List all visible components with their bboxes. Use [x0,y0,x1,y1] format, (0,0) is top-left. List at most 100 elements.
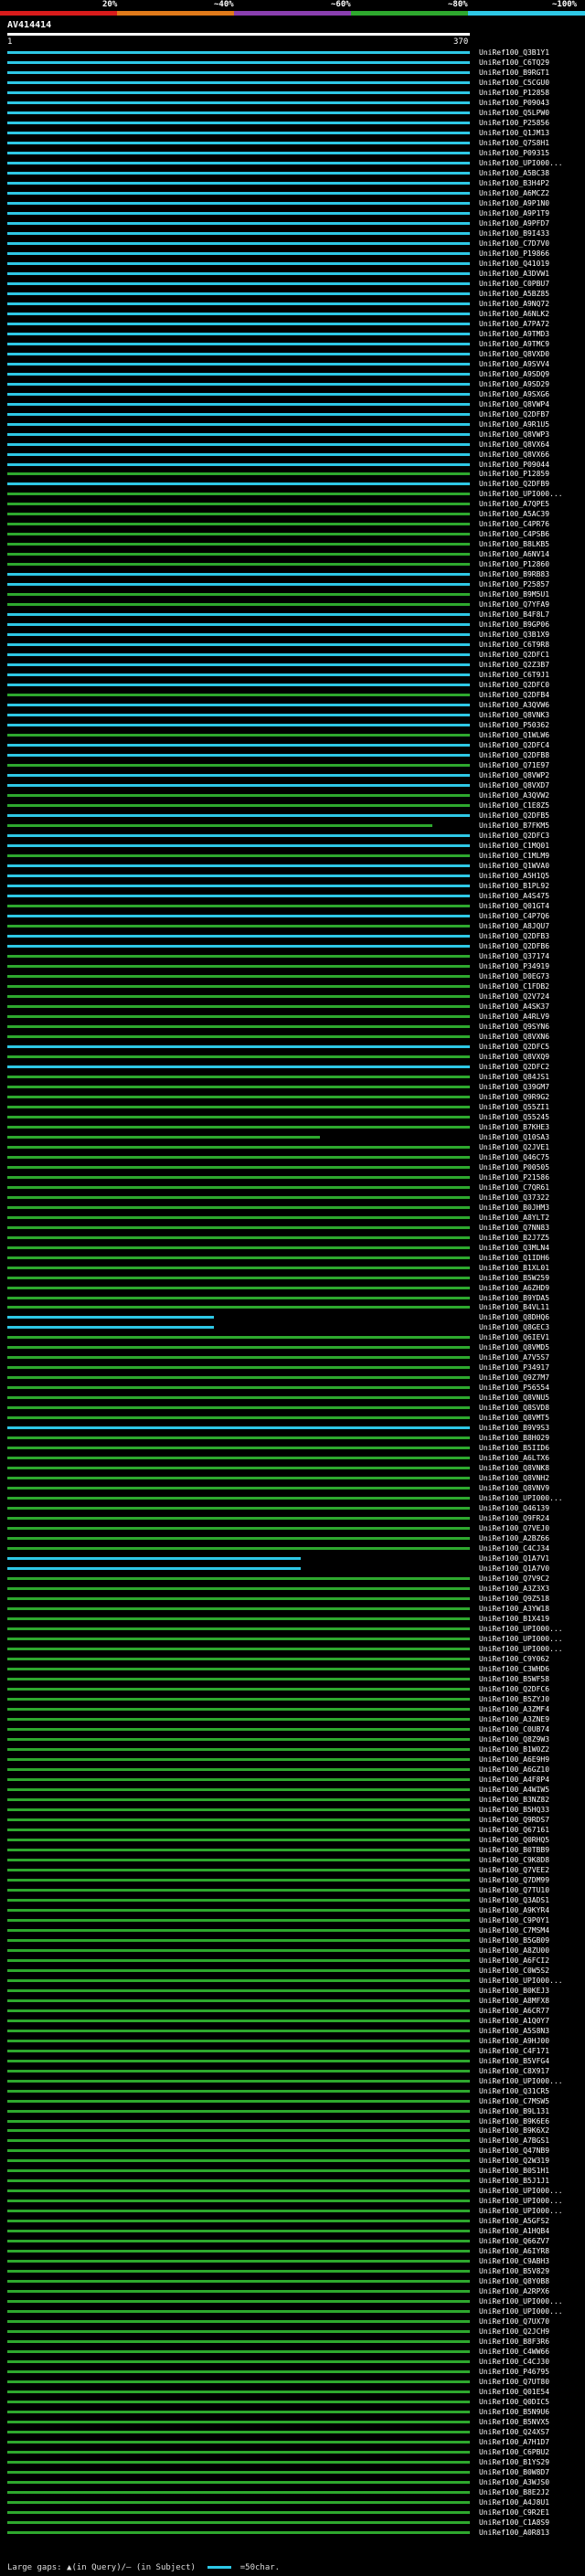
hit-label[interactable]: UniRef100_P25857 [479,580,550,589]
hit-bar[interactable] [7,2059,470,2062]
hit-row[interactable]: UniRef100_A3DVW1 [0,270,585,279]
hit-row[interactable]: UniRef100_Q8VMT5 [0,1414,585,1423]
hit-bar[interactable] [7,784,470,788]
hit-label[interactable]: UniRef100_Q0DIC5 [479,2398,550,2407]
hit-label[interactable]: UniRef100_C4CJ34 [479,1544,550,1553]
hit-row[interactable]: UniRef100_A3WJS0 [0,2478,585,2487]
hit-label[interactable]: UniRef100_Q2DFC2 [479,1062,550,1071]
hit-label[interactable]: UniRef100_Q1JM13 [479,128,550,137]
hit-bar[interactable] [7,2501,470,2505]
hit-row[interactable]: UniRef100_B9K6E6 [0,2117,585,2126]
hit-row[interactable]: UniRef100_A2BZ66 [0,1534,585,1543]
hit-label[interactable]: UniRef100_Q2DFC5 [479,1042,550,1051]
hit-row[interactable]: UniRef100_Q8GEC3 [0,1323,585,1332]
hit-bar[interactable] [7,171,470,175]
hit-bar[interactable] [7,1627,470,1631]
hit-bar[interactable] [7,2099,470,2103]
hit-row[interactable]: UniRef100_Q7VEE2 [0,1866,585,1875]
hit-label[interactable]: UniRef100_C7QR61 [479,1182,550,1192]
hit-bar[interactable] [7,1617,470,1621]
hit-bar[interactable] [7,2179,470,2183]
hit-row[interactable]: UniRef100_A3ZMF4 [0,1705,585,1714]
hit-label[interactable]: UniRef100_Q3B1X9 [479,631,550,640]
hit-bar[interactable] [7,754,470,758]
hit-bar[interactable] [7,694,470,697]
hit-label[interactable]: UniRef100_B4F8L7 [479,610,550,620]
hit-bar[interactable] [7,1306,470,1309]
hit-bar[interactable] [7,1828,470,1831]
hit-label[interactable]: UniRef100_A6CR77 [479,2006,550,2015]
hit-bar[interactable] [7,1065,470,1068]
hit-row[interactable]: UniRef100_A4S475 [0,892,585,901]
hit-bar[interactable] [7,312,470,315]
hit-row[interactable]: UniRef100_B8H029 [0,1434,585,1443]
hit-row[interactable]: UniRef100_UPI000... [0,1977,585,1986]
hit-row[interactable]: UniRef100_Q3MLN4 [0,1244,585,1253]
hit-bar[interactable] [7,2250,470,2253]
hit-row[interactable]: UniRef100_B2J7Z5 [0,1234,585,1243]
hit-row[interactable]: UniRef100_A7QPE5 [0,500,585,509]
hit-bar[interactable] [7,543,470,546]
hit-row[interactable]: UniRef100_Q39GM7 [0,1083,585,1092]
hit-label[interactable]: UniRef100_Q2DFB4 [479,691,550,700]
hit-row[interactable]: UniRef100_C4P7Q6 [0,912,585,921]
hit-row[interactable]: UniRef100_UPI000... [0,2197,585,2206]
hit-bar[interactable] [7,974,470,978]
hit-bar[interactable] [7,1055,470,1058]
hit-label[interactable]: UniRef100_Q2DFC4 [479,741,550,750]
hit-row[interactable]: UniRef100_UPI000... [0,159,585,168]
hit-row[interactable]: UniRef100_Q2DFC1 [0,651,585,660]
hit-bar[interactable] [7,1868,470,1871]
hit-row[interactable]: UniRef100_B1PL92 [0,882,585,891]
hit-row[interactable]: UniRef100_A8MFX8 [0,1997,585,2006]
hit-row[interactable]: UniRef100_Q7V9C2 [0,1574,585,1584]
hit-row[interactable]: UniRef100_B9K6X2 [0,2126,585,2136]
hit-label[interactable]: UniRef100_Q0RHQ5 [479,1835,550,1844]
hit-bar[interactable] [7,2531,470,2534]
hit-bar[interactable] [7,623,470,627]
hit-bar[interactable] [7,412,470,416]
hit-bar[interactable] [7,1125,470,1129]
hit-bar[interactable] [7,2451,470,2454]
hit-bar[interactable] [7,573,470,577]
hit-bar[interactable] [7,2270,470,2274]
hit-bar[interactable] [7,221,470,225]
hit-label[interactable]: UniRef100_C1A8S9 [479,2518,550,2528]
hit-bar[interactable] [7,1507,470,1511]
hit-bar[interactable] [7,2119,470,2123]
hit-row[interactable]: UniRef100_A9PFD7 [0,219,585,228]
hit-row[interactable]: UniRef100_Q2V724 [0,992,585,1002]
hit-label[interactable]: UniRef100_Q24XS7 [479,2428,550,2437]
hit-label[interactable]: UniRef100_UPI000... [479,2076,563,2085]
hit-row[interactable]: UniRef100_A4WIW5 [0,1786,585,1795]
hit-bar[interactable] [7,1878,470,1882]
hit-bar[interactable] [7,201,470,205]
hit-row[interactable]: UniRef100_A4SK37 [0,1002,585,1012]
hit-row[interactable]: UniRef100_Q2DFB3 [0,932,585,941]
hit-bar[interactable] [7,281,470,285]
hit-row[interactable]: UniRef100_Q41019 [0,260,585,269]
hit-bar[interactable] [7,111,470,114]
hit-row[interactable]: UniRef100_UPI000... [0,490,585,499]
hit-row[interactable]: UniRef100_B5N9U6 [0,2408,585,2417]
hit-row[interactable]: UniRef100_Q2DFC3 [0,832,585,841]
hit-label[interactable]: UniRef100_Q8SVD8 [479,1404,550,1413]
hit-bar[interactable] [7,2139,470,2143]
hit-bar[interactable] [7,854,470,858]
hit-row[interactable]: UniRef100_Q9R9G2 [0,1093,585,1102]
hit-row[interactable]: UniRef100_C4PSB6 [0,530,585,539]
hit-label[interactable]: UniRef100_B9K6X2 [479,2126,550,2136]
hit-bar[interactable] [7,1497,470,1500]
hit-label[interactable]: UniRef100_A5AC39 [479,510,550,519]
hit-bar[interactable] [7,1968,470,1972]
hit-label[interactable]: UniRef100_P34917 [479,1363,550,1373]
hit-bar[interactable] [7,472,470,476]
hit-label[interactable]: UniRef100_A6ZHD9 [479,1283,550,1292]
hit-label[interactable]: UniRef100_A3ZMF4 [479,1705,550,1713]
hit-label[interactable]: UniRef100_A6FCI2 [479,1956,550,1965]
hit-label[interactable]: UniRef100_Q84JS1 [479,1072,550,1081]
hit-row[interactable]: UniRef100_Q10SA3 [0,1133,585,1142]
hit-label[interactable]: UniRef100_A4J8U1 [479,2498,550,2507]
hit-row[interactable]: UniRef100_A7V5S7 [0,1353,585,1362]
hit-row[interactable]: UniRef100_P50362 [0,721,585,730]
